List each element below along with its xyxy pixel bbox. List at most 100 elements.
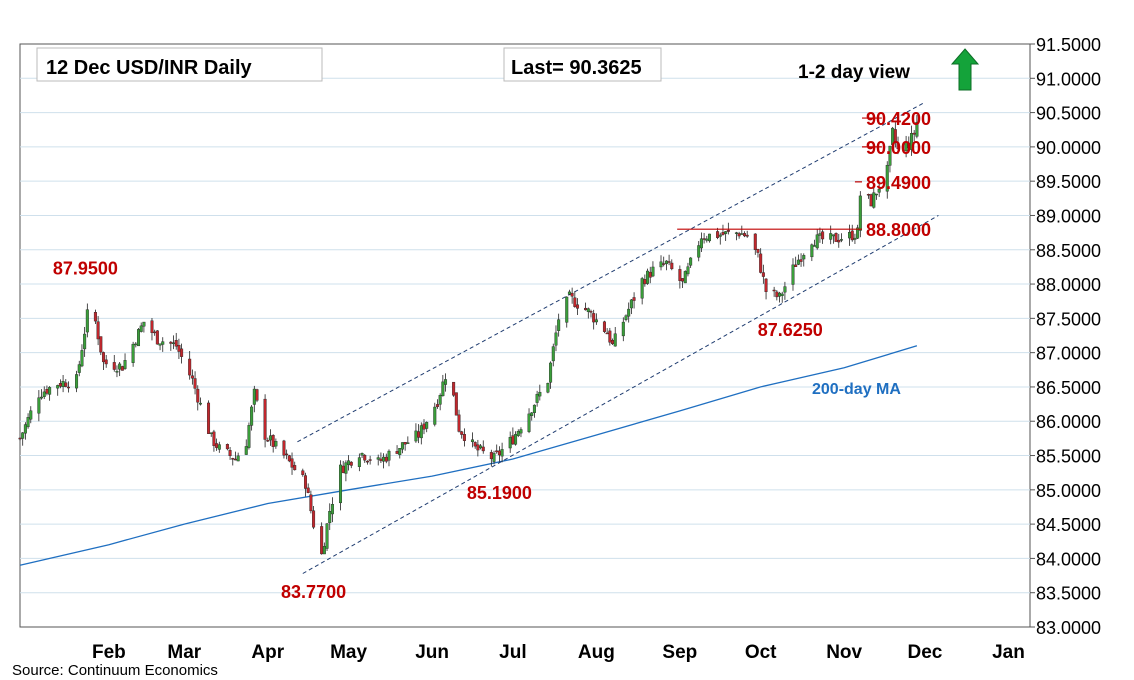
candle-body xyxy=(403,441,407,445)
candle-body xyxy=(357,457,361,467)
candle-body xyxy=(387,450,391,461)
candle-body xyxy=(247,425,251,448)
candle-body xyxy=(155,330,159,345)
candle-body xyxy=(198,402,202,405)
candle-body xyxy=(877,188,881,193)
candle-body xyxy=(123,360,127,369)
candle-body xyxy=(549,362,553,383)
up-arrow-icon xyxy=(950,48,980,91)
candle-body xyxy=(570,292,574,297)
candle-body xyxy=(761,272,765,277)
candle-body xyxy=(312,510,316,528)
candle-body xyxy=(75,374,79,389)
candle-body xyxy=(780,293,784,296)
candle-body xyxy=(344,462,348,474)
candle-body xyxy=(244,446,248,455)
candle-body xyxy=(796,259,800,265)
y-tick-label: 87.5000 xyxy=(1036,309,1101,329)
candle-body xyxy=(584,307,588,311)
candle-body xyxy=(778,292,782,297)
candle-body xyxy=(104,359,108,365)
y-tick-label: 91.5000 xyxy=(1036,35,1101,55)
y-tick-label: 89.5000 xyxy=(1036,172,1101,192)
candle-body xyxy=(794,264,798,268)
candle-body xyxy=(320,526,324,555)
candle-body xyxy=(611,340,615,345)
candle-body xyxy=(632,297,636,301)
candle-body xyxy=(66,386,70,389)
candle-body xyxy=(527,413,531,432)
candle-body xyxy=(142,321,146,327)
candle-body xyxy=(250,406,254,426)
ma200-line xyxy=(19,345,918,566)
x-tick-label: Jan xyxy=(992,642,1025,663)
x-tick-label: Dec xyxy=(908,642,943,663)
candle-body xyxy=(83,333,87,350)
candle-body xyxy=(869,194,873,207)
candle-body xyxy=(193,378,197,389)
candle-body xyxy=(80,350,84,367)
annotation-label: 85.1900 xyxy=(467,483,532,503)
candle-body xyxy=(161,341,165,345)
candle-body xyxy=(21,432,25,439)
candle-body xyxy=(287,455,291,462)
candle-body xyxy=(225,444,229,450)
candle-body xyxy=(422,423,426,430)
candle-body xyxy=(813,245,817,247)
candle-body xyxy=(718,234,722,237)
candle-body xyxy=(454,392,458,416)
candle-body xyxy=(322,546,326,555)
candle-body xyxy=(476,444,480,451)
channel-lower-line xyxy=(302,215,939,574)
candle-body xyxy=(376,457,380,460)
candle-body xyxy=(23,424,27,434)
candle-body xyxy=(433,406,437,425)
annotation-label: 83.7700 xyxy=(281,582,346,602)
last-box xyxy=(503,47,662,82)
candle-body xyxy=(721,232,725,235)
candle-body xyxy=(640,278,644,299)
candle-body xyxy=(99,336,103,353)
candle-body xyxy=(85,309,89,333)
candle-body xyxy=(153,331,157,334)
y-axis: 83.0000 83.5000 84.0000 84.5000 85.0000 85.50… xyxy=(1030,35,1101,638)
candle-body xyxy=(263,398,267,440)
candle-body xyxy=(532,404,536,413)
candle-body xyxy=(290,458,294,468)
candle-body xyxy=(848,232,852,239)
candle-body xyxy=(400,442,404,450)
candle-body xyxy=(406,442,410,444)
candle-body xyxy=(829,233,833,240)
candle-body xyxy=(589,311,593,313)
candle-body xyxy=(188,358,192,376)
candle-body xyxy=(382,456,386,462)
candle-body xyxy=(212,431,216,446)
candle-body xyxy=(282,440,286,456)
candle-body xyxy=(586,308,590,312)
candle-body xyxy=(101,352,105,363)
candle-body xyxy=(646,270,650,284)
last-price: Last= 90.3625 xyxy=(511,57,642,79)
candle-body xyxy=(514,434,518,445)
candle-body xyxy=(58,383,62,387)
candle-body xyxy=(810,244,814,258)
candle-body xyxy=(716,231,720,238)
candle-body xyxy=(627,308,631,317)
candle-body xyxy=(158,343,162,346)
candle-body xyxy=(395,451,399,454)
y-tick-label: 90.5000 xyxy=(1036,104,1101,124)
candle-body xyxy=(115,371,119,373)
candle-body xyxy=(61,381,65,387)
candle-body xyxy=(737,233,741,237)
candle-body xyxy=(255,389,259,401)
candle-body xyxy=(530,412,534,416)
candle-body xyxy=(40,396,44,399)
candle-body xyxy=(77,364,81,373)
candle-body xyxy=(441,381,445,397)
candle-body xyxy=(511,435,515,445)
x-tick-label: Sep xyxy=(662,642,697,663)
candle-body xyxy=(177,344,181,352)
candle-body xyxy=(699,238,703,249)
candle-body xyxy=(236,455,240,462)
candle-body xyxy=(705,238,709,241)
